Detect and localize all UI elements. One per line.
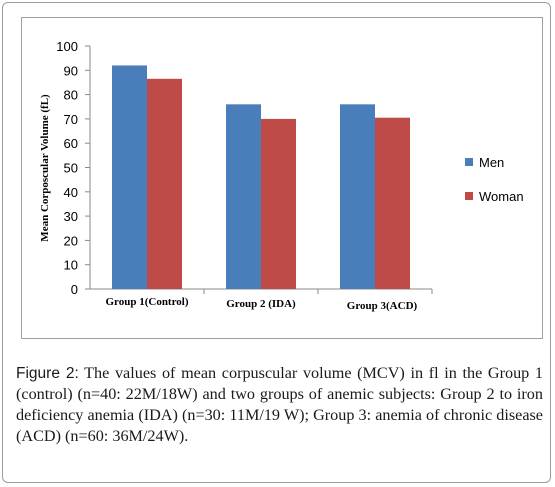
- figure-frame: 0 10 20 30 40 50 60 70 80 90 100 Group 1(Control) G…: [2, 2, 551, 483]
- bar-men-2: [226, 104, 261, 289]
- bar-woman-1: [147, 78, 182, 290]
- legend: Men Woman: [465, 155, 524, 204]
- bars: [112, 65, 410, 290]
- y-tick-label: 0: [71, 282, 78, 297]
- x-tick-labels: Group 1(Control) Group 2 (IDA) Group 3(ACD…: [105, 296, 417, 312]
- y-tick-label: 70: [64, 112, 78, 127]
- x-tick-label: Group 3(ACD): [347, 300, 418, 312]
- bar-men-3: [340, 104, 375, 289]
- y-tick-label: 100: [56, 39, 78, 54]
- figure-label: Figure 2:: [16, 365, 79, 382]
- legend-swatch-men: [465, 158, 473, 166]
- y-axis-label: Mean Corposcular Volume (fL): [39, 94, 51, 242]
- bar-woman-2: [261, 118, 296, 290]
- y-tick-label: 90: [64, 63, 78, 78]
- chart-container: 0 10 20 30 40 50 60 70 80 90 100 Group 1(Control) G…: [21, 17, 543, 339]
- y-tick-label: 60: [64, 136, 78, 151]
- y-tick-label: 10: [64, 258, 78, 273]
- legend-swatch-woman: [465, 192, 473, 200]
- legend-label-woman: Woman: [479, 189, 524, 204]
- y-tick-label: 40: [64, 185, 78, 200]
- y-tick-labels: 0 10 20 30 40 50 60 70 80 90 100: [56, 39, 78, 297]
- bar-men-1: [112, 65, 147, 289]
- x-tick-label: Group 1(Control): [105, 296, 188, 308]
- y-tick-label: 30: [64, 209, 78, 224]
- bar-woman-3: [375, 117, 410, 289]
- y-tick-label: 80: [64, 88, 78, 103]
- x-tick-label: Group 2 (IDA): [226, 298, 296, 310]
- figure-caption: Figure 2: The values of mean corpuscular…: [16, 363, 543, 447]
- y-tick-label: 20: [64, 233, 78, 248]
- y-tick-label: 50: [64, 161, 78, 176]
- figure-caption-text: The values of mean corpuscular volume (M…: [16, 364, 544, 445]
- legend-label-men: Men: [479, 155, 504, 170]
